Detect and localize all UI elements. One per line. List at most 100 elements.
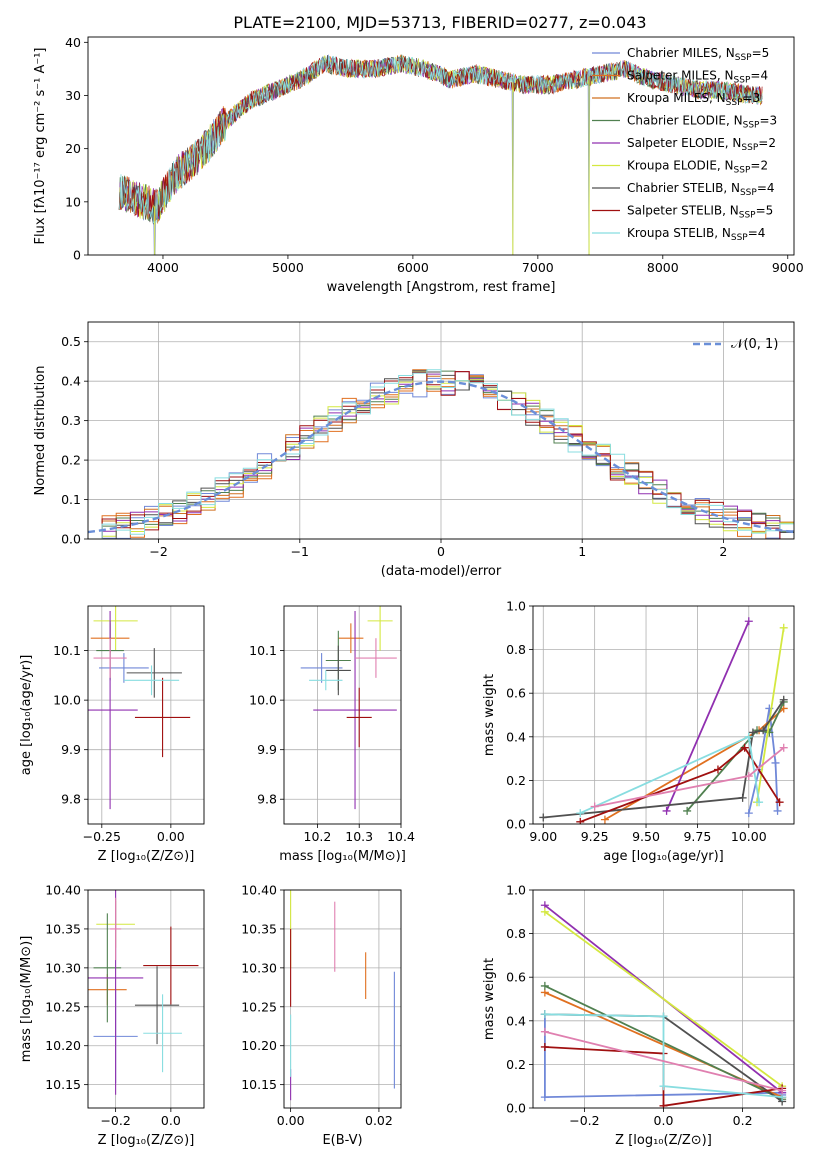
legend-entry: Kroupa STELIB, NSSP=4	[627, 226, 765, 243]
figure-title: PLATE=2100, MJD=53713, FIBERID=0277, z=0…	[233, 13, 646, 32]
y-tick-label: 10.40	[45, 883, 81, 898]
x-tick-label: 8000	[647, 260, 679, 275]
weight-marker	[759, 726, 768, 735]
plot-area	[88, 606, 191, 810]
weight-marker	[748, 728, 757, 737]
weight-marker	[540, 1010, 549, 1019]
x-tick-label: −1	[291, 544, 309, 559]
legend-tail: =2	[750, 159, 768, 173]
weight-marker	[590, 802, 599, 811]
y-tick-label: 9.9	[257, 742, 277, 757]
y-tick-label: 0.8	[506, 926, 526, 941]
y-tick-label: 10.40	[241, 883, 277, 898]
y-tick-label: 10.35	[241, 921, 277, 936]
y-tick-label: 10.35	[45, 921, 81, 936]
weight-marker	[778, 1086, 787, 1095]
y-tick-label: 9.8	[61, 792, 81, 807]
weight-marker	[744, 809, 753, 818]
legend-sub: SSP	[739, 211, 756, 221]
legend-name: Salpeter ELODIE, N	[627, 136, 741, 150]
y-tick-label: 0.0	[506, 1101, 526, 1116]
legend-tail: =3	[743, 91, 761, 105]
y-tick-label: 0.8	[506, 642, 526, 657]
legend-sub: SSP	[743, 121, 760, 131]
legend-entry: Chabrier MILES, NSSP=5	[627, 46, 769, 63]
x-axis-label: mass [log₁₀(M/M⊙)]	[279, 849, 406, 864]
legend-sub: SSP	[741, 143, 758, 153]
y-tick-label: 0	[73, 248, 81, 263]
reference-legend-label: 𝒩(0, 1)	[731, 337, 778, 352]
weight-marker	[765, 728, 774, 737]
panel-age-vs-mass: 10.2 10.3 10.4 9.8 9.9 10.0 10.1 mass [log₁₀(M/…	[249, 605, 415, 864]
x-tick-label: 6000	[397, 260, 429, 275]
weight-line-4	[544, 911, 783, 1087]
legend-name: Salpeter STELIB, N	[627, 204, 739, 218]
y-tick-label: 0.4	[61, 374, 81, 389]
x-tick-label: 7000	[522, 260, 554, 275]
y-tick-label: 10.25	[45, 999, 81, 1014]
x-tick-label: 0.00	[157, 829, 185, 844]
weight-marker	[659, 1082, 668, 1091]
x-tick-label: 0.02	[365, 1113, 393, 1128]
weight-marker	[540, 981, 549, 990]
x-tick-label: 9.25	[581, 829, 609, 844]
y-tick-label: 40	[65, 35, 81, 50]
plot-area	[540, 901, 787, 1108]
legend-entry: Kroupa MILES, NSSP=3	[627, 91, 760, 108]
legend-tail: =3	[759, 114, 777, 128]
y-axis-label: mass [log₁₀(M/M⊙)]	[19, 936, 34, 1063]
y-tick-label: 10	[65, 194, 81, 209]
y-tick-label: 0.4	[506, 1013, 526, 1028]
x-axis-label: age [log₁₀(age/yr)]	[603, 849, 724, 864]
y-tick-label: 10.25	[241, 999, 277, 1014]
weight-marker	[779, 743, 788, 752]
weight-marker	[540, 1093, 549, 1102]
x-tick-label: 1	[578, 544, 586, 559]
y-tick-label: 9.8	[257, 792, 277, 807]
y-axis-label: mass weight	[482, 674, 497, 756]
legend-tail: =5	[752, 46, 770, 60]
weight-marker	[779, 695, 788, 704]
x-tick-label: 0.0	[161, 1113, 181, 1128]
y-tick-label: 10.15	[241, 1077, 277, 1092]
axes-frame	[87, 889, 205, 1109]
weight-marker	[755, 798, 764, 807]
weight-marker	[744, 772, 753, 781]
panel-weight-vs-age: 9.00 9.25 9.50 9.75 10.00 0.0 0.2 0.4 0.6 0.8 1.0 a…	[482, 599, 795, 864]
legend-name: Kroupa STELIB, N	[627, 226, 731, 240]
y-axis-label: Flux [fλ10⁻¹⁷ erg cm⁻² s⁻¹ A⁻¹]	[33, 48, 48, 245]
legend-sub: SSP	[726, 98, 743, 108]
legend-entry: Kroupa ELODIE, NSSP=2	[627, 159, 768, 176]
plot-area	[88, 369, 794, 539]
legend-entry: Chabrier ELODIE, NSSP=3	[627, 114, 777, 131]
y-tick-label: 10.0	[249, 693, 277, 708]
histogram-7	[88, 371, 794, 539]
legend-entry: Chabrier STELIB, NSSP=4	[627, 181, 775, 198]
weight-line-8	[544, 1030, 783, 1092]
y-tick-label: 10.1	[53, 643, 81, 658]
axes-frame	[283, 889, 402, 1109]
weight-marker	[713, 765, 722, 774]
legend-entry: Salpeter STELIB, NSSP=5	[627, 204, 773, 221]
x-axis-label: Z [log₁₀(Z/Z⊙)]	[98, 1133, 195, 1148]
y-axis-label: mass weight	[482, 958, 497, 1040]
y-tick-label: 0.3	[61, 413, 81, 428]
axes-frame	[87, 605, 205, 825]
weight-marker	[539, 813, 548, 822]
x-tick-label: −2	[149, 544, 167, 559]
y-tick-label: 0.6	[506, 686, 526, 701]
plot-area	[88, 890, 199, 1095]
weight-marker	[659, 1101, 668, 1108]
x-tick-label: 9.50	[632, 829, 660, 844]
legend-name: Kroupa ELODIE, N	[627, 159, 734, 173]
weight-marker	[738, 793, 747, 802]
y-tick-label: 30	[65, 88, 81, 103]
x-axis-label: Z [log₁₀(Z/Z⊙)]	[98, 849, 195, 864]
y-axis-label: age [log₁₀(age/yr)]	[19, 655, 34, 776]
legend-entry: Salpeter ELODIE, NSSP=2	[627, 136, 776, 153]
y-tick-label: 0.5	[61, 334, 81, 349]
weight-marker	[576, 817, 585, 824]
y-tick-label: 0.2	[506, 773, 526, 788]
